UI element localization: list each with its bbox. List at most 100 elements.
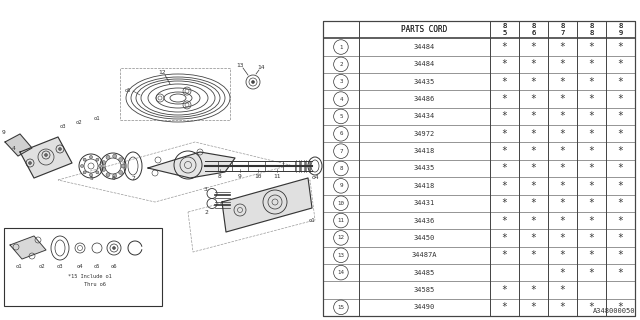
Circle shape [29, 162, 31, 164]
Circle shape [113, 154, 116, 158]
Text: *: * [559, 181, 565, 191]
Text: *: * [618, 77, 623, 87]
Circle shape [106, 173, 110, 177]
Text: 2: 2 [204, 210, 208, 214]
Text: *: * [559, 233, 565, 243]
Text: *: * [531, 60, 536, 69]
Text: 9: 9 [339, 183, 342, 188]
Text: *: * [618, 250, 623, 260]
Text: 9: 9 [238, 173, 242, 179]
Text: 8
9: 8 9 [618, 23, 623, 36]
Text: o1: o1 [16, 263, 22, 268]
Text: 3: 3 [339, 79, 342, 84]
Text: *: * [559, 285, 565, 295]
Text: *: * [559, 94, 565, 104]
Circle shape [99, 164, 102, 167]
Text: *: * [559, 77, 565, 87]
Text: *: * [589, 268, 595, 278]
Text: o5: o5 [93, 263, 100, 268]
Text: *: * [559, 216, 565, 226]
Text: *: * [618, 60, 623, 69]
Text: *: * [589, 42, 595, 52]
Text: *: * [502, 250, 508, 260]
Text: o4: o4 [311, 174, 319, 180]
Text: 8
8: 8 8 [589, 23, 594, 36]
Circle shape [81, 164, 83, 167]
Text: *: * [559, 146, 565, 156]
Text: 8
7: 8 7 [561, 23, 564, 36]
Text: *: * [559, 129, 565, 139]
Text: *: * [531, 250, 536, 260]
Text: *: * [502, 198, 508, 208]
Text: *: * [531, 302, 536, 312]
Text: 8
5: 8 5 [502, 23, 506, 36]
Polygon shape [20, 137, 72, 178]
Text: *: * [618, 129, 623, 139]
Text: o5: o5 [125, 87, 131, 92]
Polygon shape [5, 134, 32, 156]
Text: 34487A: 34487A [412, 252, 437, 258]
Text: *: * [618, 181, 623, 191]
Text: *: * [502, 77, 508, 87]
Text: *: * [502, 60, 508, 69]
Text: *: * [502, 181, 508, 191]
Text: *: * [531, 233, 536, 243]
Text: 8
6: 8 6 [531, 23, 536, 36]
Text: 14: 14 [257, 65, 265, 69]
Text: 8: 8 [339, 166, 342, 171]
Text: *: * [531, 94, 536, 104]
Text: 11: 11 [337, 218, 344, 223]
Circle shape [90, 156, 93, 158]
Text: *: * [559, 42, 565, 52]
Text: o3: o3 [60, 124, 67, 129]
Text: 2: 2 [339, 62, 342, 67]
Circle shape [121, 164, 125, 168]
Circle shape [96, 171, 99, 174]
Text: *: * [502, 42, 508, 52]
Text: *: * [531, 164, 536, 173]
Text: *: * [618, 233, 623, 243]
Text: o2: o2 [39, 263, 45, 268]
Text: *: * [559, 198, 565, 208]
Text: PARTS CORD: PARTS CORD [401, 25, 447, 34]
Text: 6: 6 [339, 131, 342, 136]
Text: 34436: 34436 [414, 218, 435, 224]
Text: *: * [559, 250, 565, 260]
Circle shape [113, 246, 115, 250]
Text: *: * [502, 285, 508, 295]
Text: Thru o6: Thru o6 [84, 282, 106, 286]
Text: *: * [502, 164, 508, 173]
Text: 34484: 34484 [414, 44, 435, 50]
Text: *: * [589, 164, 595, 173]
Text: 34484: 34484 [414, 61, 435, 68]
Text: 5: 5 [339, 114, 342, 119]
Text: *: * [531, 216, 536, 226]
Text: 34434: 34434 [414, 114, 435, 119]
Text: *: * [589, 94, 595, 104]
Text: *: * [618, 94, 623, 104]
Text: 1: 1 [339, 44, 342, 50]
Text: *: * [531, 181, 536, 191]
Circle shape [102, 167, 106, 172]
Text: *: * [531, 198, 536, 208]
Text: o6: o6 [111, 263, 117, 268]
Text: 8: 8 [218, 173, 222, 179]
Text: 34435: 34435 [414, 79, 435, 85]
Text: *: * [589, 111, 595, 122]
Text: *: * [531, 285, 536, 295]
Polygon shape [10, 236, 46, 259]
Text: 13: 13 [337, 253, 344, 258]
Text: 12: 12 [158, 69, 166, 75]
Text: *: * [618, 302, 623, 312]
Text: *: * [502, 302, 508, 312]
Circle shape [118, 171, 123, 174]
Text: 34418: 34418 [414, 148, 435, 154]
Text: o1: o1 [93, 116, 100, 121]
Text: *: * [589, 181, 595, 191]
Circle shape [252, 81, 255, 84]
Text: A348000050: A348000050 [593, 308, 635, 314]
Text: o4: o4 [77, 263, 83, 268]
Text: 12: 12 [337, 236, 344, 240]
Text: *: * [502, 129, 508, 139]
Text: 10: 10 [254, 173, 262, 179]
